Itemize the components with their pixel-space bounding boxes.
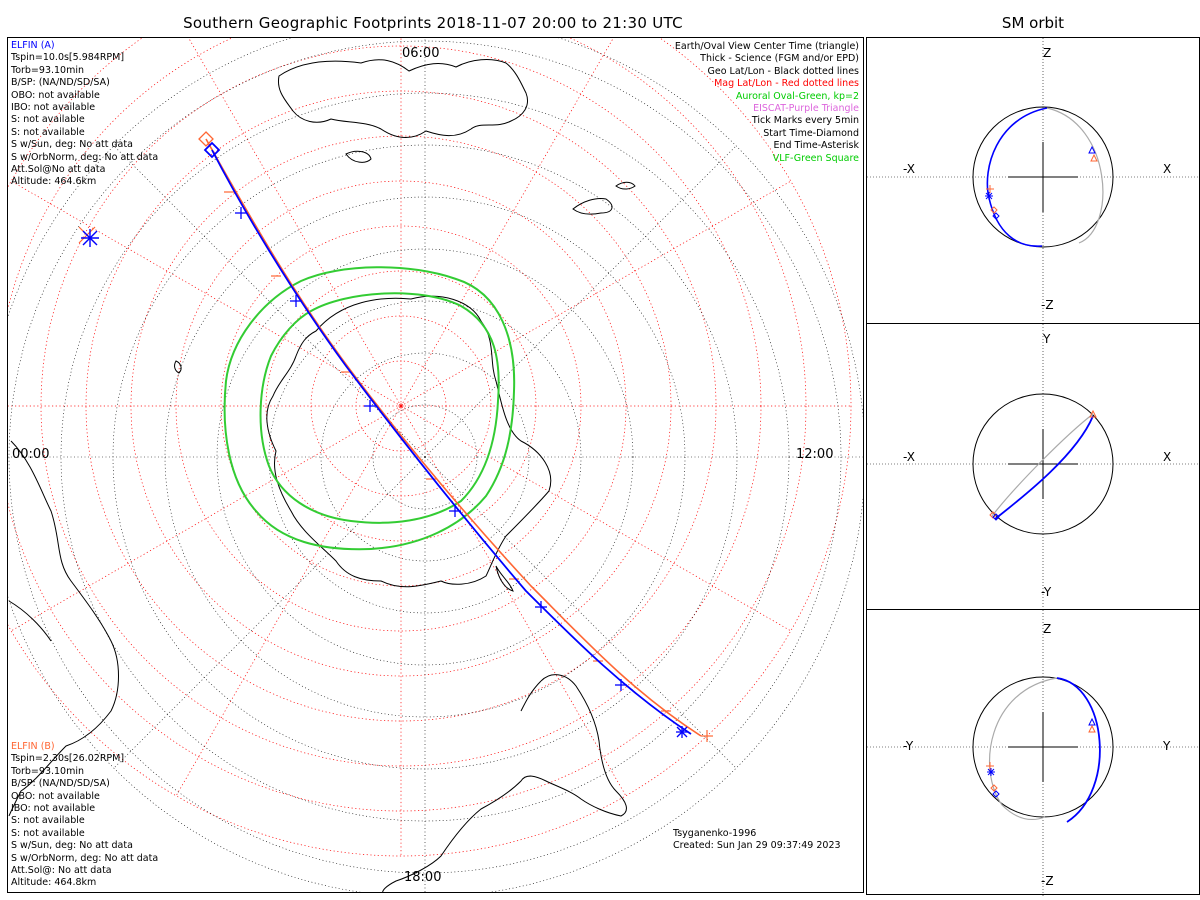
elfin-a-end-asterisk (676, 726, 688, 738)
legend-item: EISCAT-Purple Triangle (753, 103, 859, 115)
elfin-b-line: S: not available (11, 827, 85, 839)
elfin-a-edge-asterisk (81, 229, 99, 247)
mag-grid (8, 38, 852, 857)
elfin-a-track (81, 141, 692, 738)
elfin-b-line: OBO: not available (11, 790, 100, 802)
legend-item: VLF-Green Square (772, 152, 859, 164)
legend-item: Thick - Science (FGM and/or EPD) (700, 53, 859, 65)
elfin-a-line: S w/OrbNorm, deg: No att data (11, 151, 159, 163)
map-legend: Earth/Oval View Center Time (triangle) T… (675, 41, 859, 165)
legend-item: Auroral Oval-Green, kp=2 (735, 90, 859, 102)
sm-panel-xy-canvas (867, 324, 1200, 611)
elfin-a-info: ELFIN (A) Tspin=10.0s[5.984RPM] Torb=93.… (11, 40, 158, 189)
legend-item: Tick Marks every 5min (751, 115, 859, 127)
elfin-b-line: IBO: not available (11, 803, 96, 815)
elfin-a-ticks (235, 207, 627, 691)
sm2-label-right: X (1163, 450, 1172, 464)
footprint-map: 06:00 18:00 00:00 12:00 ELFIN (A) Tspin=… (7, 37, 864, 893)
sm1-label-right: X (1163, 162, 1172, 176)
elfin-a-line: IBO: not available (11, 102, 96, 114)
elfin-a-line: S: not available (11, 126, 85, 138)
elfin-b-line: S w/OrbNorm, deg: No att data (11, 852, 159, 864)
sm1-label-top: Z (1043, 46, 1052, 60)
legend-item: Earth/Oval View Center Time (triangle) (674, 41, 859, 52)
sm2-label-left: -X (903, 450, 915, 464)
plot-title: Southern Geographic Footprints 2018-11-0… (183, 14, 683, 32)
sm-orbit-title: SM orbit (1001, 14, 1065, 32)
elfin-b-start-diamond (198, 131, 214, 147)
sm-panel-yz-canvas (867, 610, 1200, 896)
elfin-b-line: S: not available (11, 815, 85, 827)
sm-panel-xy: Y -Y -X X (866, 323, 1200, 611)
sm3-label-right: Y (1163, 739, 1171, 753)
sm3-label-bottom: -Z (1041, 874, 1054, 888)
elfin-b-line: B/SP: (NA/ND/SD/SA) (11, 778, 110, 790)
sm2-label-top: Y (1043, 332, 1051, 346)
sm3-label-left: -Y (903, 739, 914, 753)
sm1-label-bottom: -Z (1041, 298, 1054, 312)
elfin-b-name: ELFIN (B) (11, 741, 55, 752)
time-label-bottom: 18:00 (404, 870, 442, 885)
elfin-a-line: S w/Sun, deg: No att data (11, 139, 133, 151)
sm-panel-xz: Z -Z -X X (866, 37, 1200, 325)
elfin-a-start-diamond (203, 141, 221, 159)
sm2-label-bottom: -Y (1041, 585, 1052, 599)
elfin-b-ticks (224, 191, 671, 712)
elfin-a-line: OBO: not available (11, 89, 100, 101)
elfin-a-line: Att.Sol@No att data (11, 164, 106, 176)
created-timestamp: Created: Sun Jan 29 09:37:49 2023 (673, 840, 841, 852)
time-label-left: 00:00 (12, 447, 50, 462)
elfin-b-track (78, 131, 713, 742)
elfin-a-line: S: not available (11, 114, 85, 126)
elfin-b-end-asterisk (701, 730, 713, 742)
elfin-a-line: B/SP: (NA/ND/SD/SA) (11, 77, 110, 89)
elfin-b-info: ELFIN (B) Tspin=2.30s[26.02RPM] Torb=93.… (11, 741, 158, 890)
legend-item: Start Time-Diamond (763, 127, 859, 139)
elfin-a-line: Torb=93.10min (11, 64, 85, 76)
model-name: Tsyganenko-1996 (673, 828, 757, 839)
map-credits: Tsyganenko-1996 Created: Sun Jan 29 09:3… (673, 828, 841, 853)
time-label-top: 06:00 (402, 46, 440, 61)
legend-item: Geo Lat/Lon - Black dotted lines (707, 65, 859, 77)
elfin-a-line: Altitude: 464.6km (11, 176, 97, 188)
coastlines (8, 59, 636, 892)
legend-item: Mag Lat/Lon - Red dotted lines (714, 78, 859, 90)
sm1-label-left: -X (903, 162, 915, 176)
sm3-label-top: Z (1043, 622, 1052, 636)
sm-panel-yz: Z -Z -Y Y (866, 609, 1200, 896)
sm-panel-xz-canvas (867, 38, 1200, 325)
elfin-a-name: ELFIN (A) (11, 40, 55, 51)
elfin-b-line: Tspin=2.30s[26.02RPM] (11, 753, 125, 765)
legend-item: End Time-Asterisk (773, 140, 859, 152)
map-canvas (8, 38, 863, 892)
time-label-right: 12:00 (796, 447, 834, 462)
elfin-b-line: Torb=93.10min (11, 765, 85, 777)
elfin-a-line: Tspin=10.0s[5.984RPM] (11, 52, 125, 64)
geo-grid (8, 38, 863, 892)
elfin-b-line: Altitude: 464.8km (11, 877, 97, 889)
elfin-b-line: Att.Sol@: No att data (11, 865, 112, 877)
auroral-oval (223, 266, 516, 551)
elfin-b-line: S w/Sun, deg: No att data (11, 840, 133, 852)
